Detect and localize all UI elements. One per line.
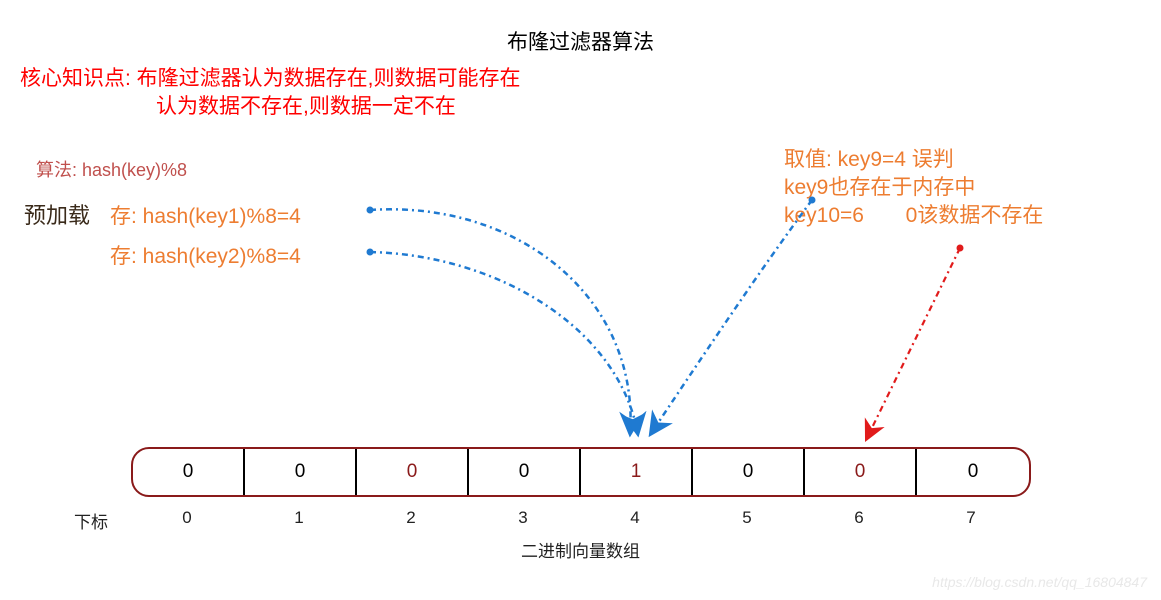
note-key10: key10=6: [784, 204, 864, 227]
bit-array: 00001000: [131, 447, 1031, 497]
array-cell-0: 0: [133, 449, 245, 495]
red-arrow: [866, 248, 960, 440]
index-cell-0: 0: [131, 508, 243, 528]
store-operation-1: 存: hash(key1)%8=4: [110, 200, 301, 230]
preload-label: 预加载: [24, 198, 90, 230]
right-side-notes: 取值: key9=4 误判 key9也存在于内存中 key10=6 0该数据不存…: [784, 146, 1043, 230]
array-caption: 二进制向量数组: [0, 537, 1161, 562]
blue-arrow-2: [370, 252, 638, 435]
store-operation-2: 存: hash(key2)%8=4: [110, 240, 301, 270]
index-cell-4: 4: [579, 508, 691, 528]
array-cell-7: 0: [917, 449, 1029, 495]
blue-arrow-origin-2: [367, 249, 374, 256]
red-arrow-origin: [957, 245, 964, 252]
note-line-2: key9也存在于内存中: [784, 174, 1043, 202]
note-line-3: key10=6 0该数据不存在: [784, 202, 1043, 230]
core-knowledge-point: 核心知识点: 布隆过滤器认为数据存在,则数据可能存在 认为数据不存在,则数据一定…: [20, 65, 521, 121]
index-cell-2: 2: [355, 508, 467, 528]
blue-arrow-origin-1: [367, 207, 374, 214]
array-cell-5: 0: [693, 449, 805, 495]
index-cell-1: 1: [243, 508, 355, 528]
note-line-1: 取值: key9=4 误判: [784, 146, 1043, 174]
blue-arrow-1: [370, 209, 631, 435]
array-cell-3: 0: [469, 449, 581, 495]
index-label: 下标: [74, 508, 108, 533]
blue-arrow-3: [650, 200, 812, 435]
array-cell-1: 0: [245, 449, 357, 495]
array-cell-6: 0: [805, 449, 917, 495]
watermark: https://blog.csdn.net/qq_16804847: [932, 574, 1147, 590]
array-cell-4: 1: [581, 449, 693, 495]
core-line-2: 认为数据不存在,则数据一定不在: [20, 93, 521, 121]
algorithm-formula: 算法: hash(key)%8: [36, 156, 187, 182]
index-cell-6: 6: [803, 508, 915, 528]
core-line-1: 核心知识点: 布隆过滤器认为数据存在,则数据可能存在: [20, 65, 521, 93]
note-key10-result: 0该数据不存在: [906, 204, 1044, 227]
index-row: 01234567: [131, 508, 1027, 528]
index-cell-3: 3: [467, 508, 579, 528]
index-cell-5: 5: [691, 508, 803, 528]
diagram-title: 布隆过滤器算法: [0, 26, 1161, 56]
index-cell-7: 7: [915, 508, 1027, 528]
array-cell-2: 0: [357, 449, 469, 495]
